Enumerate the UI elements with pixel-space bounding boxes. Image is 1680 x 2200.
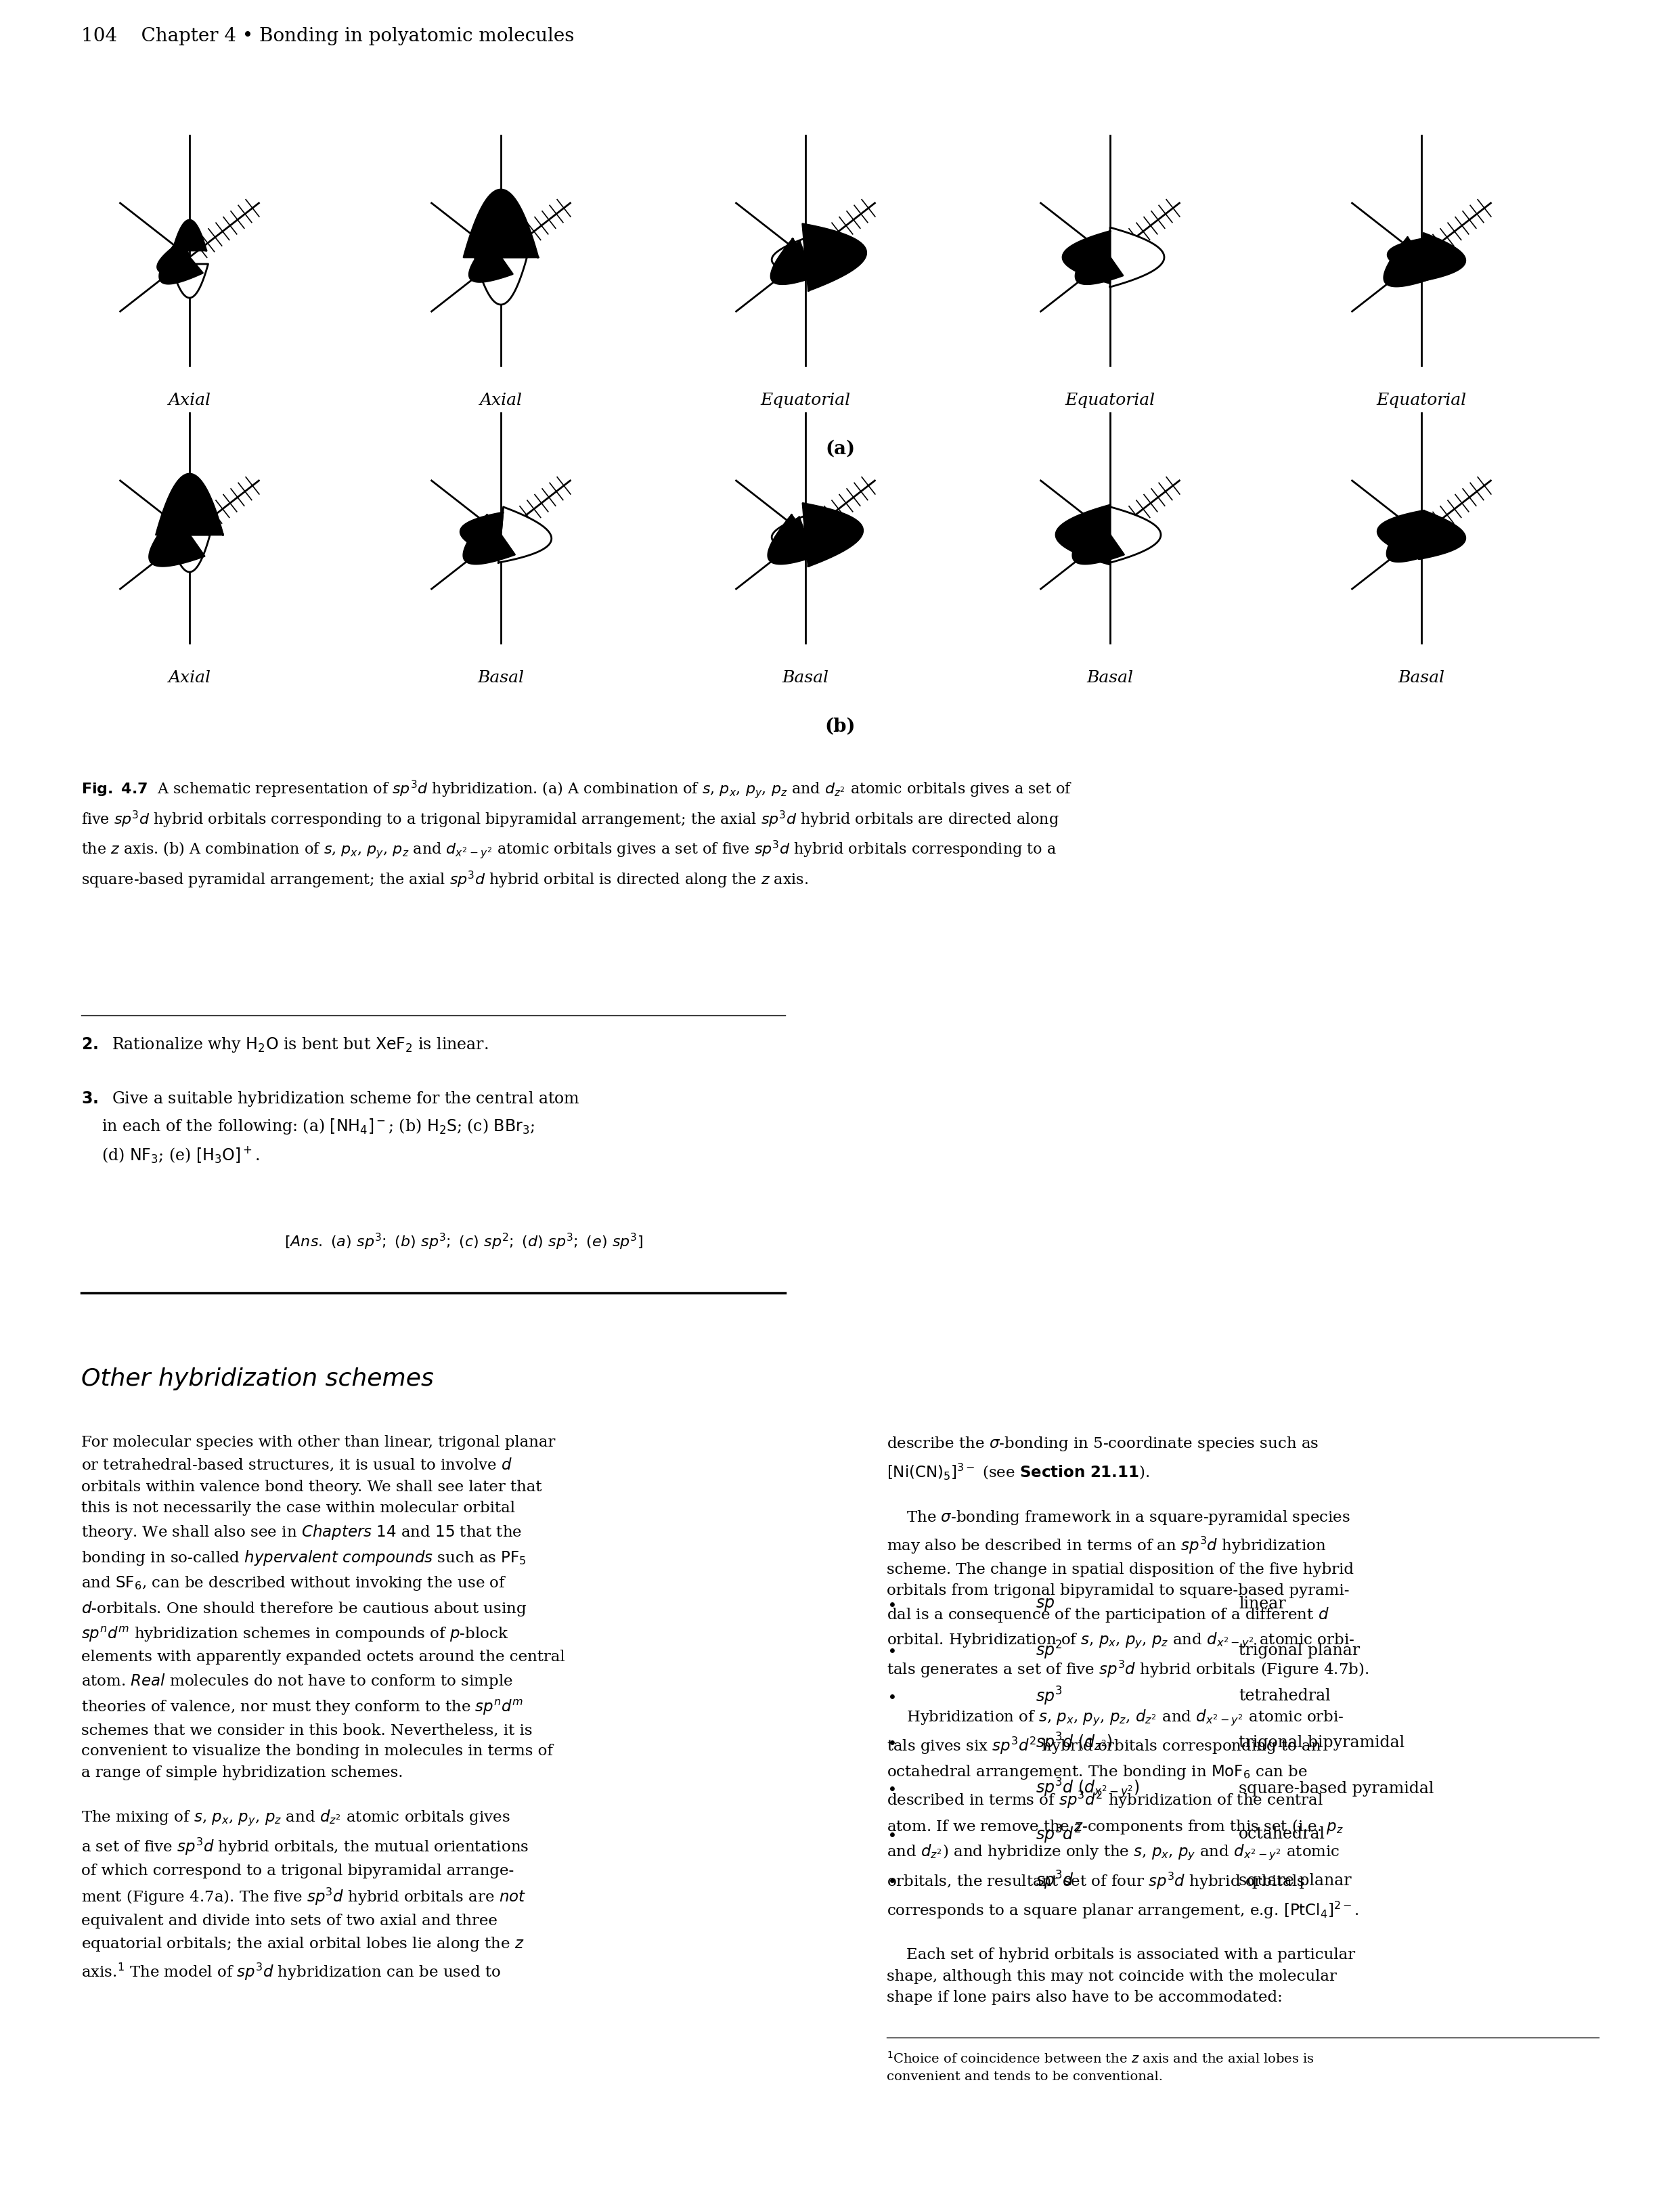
Polygon shape [768,515,820,563]
Text: $\bullet$: $\bullet$ [887,1597,895,1613]
Text: trigonal planar: trigonal planar [1238,1643,1359,1659]
Polygon shape [155,515,197,554]
Text: 104    Chapter 4 • Bonding in polyatomic molecules: 104 Chapter 4 • Bonding in polyatomic mo… [81,26,575,46]
Text: linear: linear [1238,1597,1285,1613]
Polygon shape [1384,238,1435,286]
Polygon shape [469,240,512,282]
Text: For molecular species with other than linear, trigonal planar
or tetrahedral-bas: For molecular species with other than li… [81,1434,564,1982]
Polygon shape [469,517,507,552]
Text: $\bullet$: $\bullet$ [887,1643,895,1659]
Text: $\bullet$: $\bullet$ [887,1826,895,1841]
Text: Equatorial: Equatorial [1065,392,1156,409]
Polygon shape [464,189,538,257]
Polygon shape [460,513,502,557]
Text: (a): (a) [825,440,855,458]
Polygon shape [803,504,864,565]
Text: Axial: Axial [168,392,212,409]
Polygon shape [776,242,811,273]
Polygon shape [1057,506,1110,565]
Text: $^1$Choice of coincidence between the $z$ axis and the axial lobes is
convenient: $^1$Choice of coincidence between the $z… [887,2050,1314,2083]
Polygon shape [771,238,806,275]
Text: octahedral: octahedral [1238,1826,1326,1841]
Polygon shape [803,224,867,290]
Text: $sp^3d\ (d_{z^2})$: $sp^3d\ (d_{z^2})$ [1035,1731,1112,1753]
Polygon shape [1393,519,1428,552]
Polygon shape [464,515,514,563]
Polygon shape [173,220,207,251]
Polygon shape [1063,231,1110,284]
Polygon shape [771,517,806,554]
Text: $\bf{Fig.\ 4.7}$  A schematic representation of $sp^3d$ hybridization. (a) A com: $\bf{Fig.\ 4.7}$ A schematic representat… [81,779,1072,891]
Text: $\bullet$: $\bullet$ [887,1872,895,1888]
Text: $sp^2$: $sp^2$ [1035,1639,1062,1661]
Text: $\mathbf{2.}$  Rationalize why $\mathrm{H_2O}$ is bent but $\mathrm{XeF_2}$ is l: $\mathbf{2.}$ Rationalize why $\mathrm{H… [81,1036,489,1054]
Text: Equatorial: Equatorial [1376,392,1467,409]
Polygon shape [773,517,811,552]
Text: Axial: Axial [168,671,212,686]
Polygon shape [499,506,551,563]
Polygon shape [158,240,197,275]
Text: Axial: Axial [479,392,522,409]
Polygon shape [160,242,203,284]
Text: Basal: Basal [1087,671,1134,686]
Polygon shape [1074,515,1124,563]
Text: Basal: Basal [1398,671,1445,686]
Text: (b): (b) [825,717,855,735]
Polygon shape [1420,510,1465,559]
Text: $sp^3d$: $sp^3d$ [1035,1870,1074,1892]
Polygon shape [1082,242,1116,273]
Text: square-based pyramidal: square-based pyramidal [1238,1780,1433,1795]
Text: $sp^3d\ (d_{x^2-y^2})$: $sp^3d\ (d_{x^2-y^2})$ [1035,1775,1139,1800]
Text: describe the $\sigma$-bonding in 5-coordinate species such as
$[\mathrm{Ni(CN)_5: describe the $\sigma$-bonding in 5-coord… [887,1434,1369,2004]
Text: $\mathbf{3.}$  Give a suitable hybridization scheme for the central atom
    in : $\mathbf{3.}$ Give a suitable hybridizat… [81,1089,580,1164]
Polygon shape [156,473,223,535]
Text: Other hybridization schemes: Other hybridization schemes [81,1368,433,1390]
Text: trigonal bipyramidal: trigonal bipyramidal [1238,1734,1404,1751]
Text: Equatorial: Equatorial [761,392,850,409]
Polygon shape [475,244,506,273]
Text: $\bullet$: $\bullet$ [887,1690,895,1705]
Text: $[Ans.\ (a)\ sp^3;\ (b)\ sp^3;\ (c)\ sp^2;\ (d)\ sp^3;\ (e)\ sp^3]$: $[Ans.\ (a)\ sp^3;\ (b)\ sp^3;\ (c)\ sp^… [284,1232,643,1252]
Text: $sp^3$: $sp^3$ [1035,1685,1062,1707]
Text: $\bullet$: $\bullet$ [887,1780,895,1795]
Polygon shape [1388,238,1423,275]
Text: square planar: square planar [1238,1872,1351,1888]
Polygon shape [1079,517,1117,552]
Polygon shape [1388,517,1435,561]
Text: tetrahedral: tetrahedral [1238,1690,1331,1705]
Polygon shape [1110,227,1164,286]
Text: Basal: Basal [477,671,524,686]
Text: $sp^3d^2$: $sp^3d^2$ [1035,1824,1082,1846]
Polygon shape [171,264,208,297]
Polygon shape [170,535,210,572]
Polygon shape [771,240,818,284]
Polygon shape [1378,510,1423,559]
Polygon shape [1075,240,1122,284]
Text: Basal: Basal [783,671,828,686]
Polygon shape [475,257,528,304]
Text: $\bullet$: $\bullet$ [887,1734,895,1751]
Polygon shape [1110,506,1161,563]
Text: $sp$: $sp$ [1035,1597,1055,1613]
Polygon shape [1420,233,1465,282]
Polygon shape [150,513,205,565]
Polygon shape [1393,242,1428,273]
